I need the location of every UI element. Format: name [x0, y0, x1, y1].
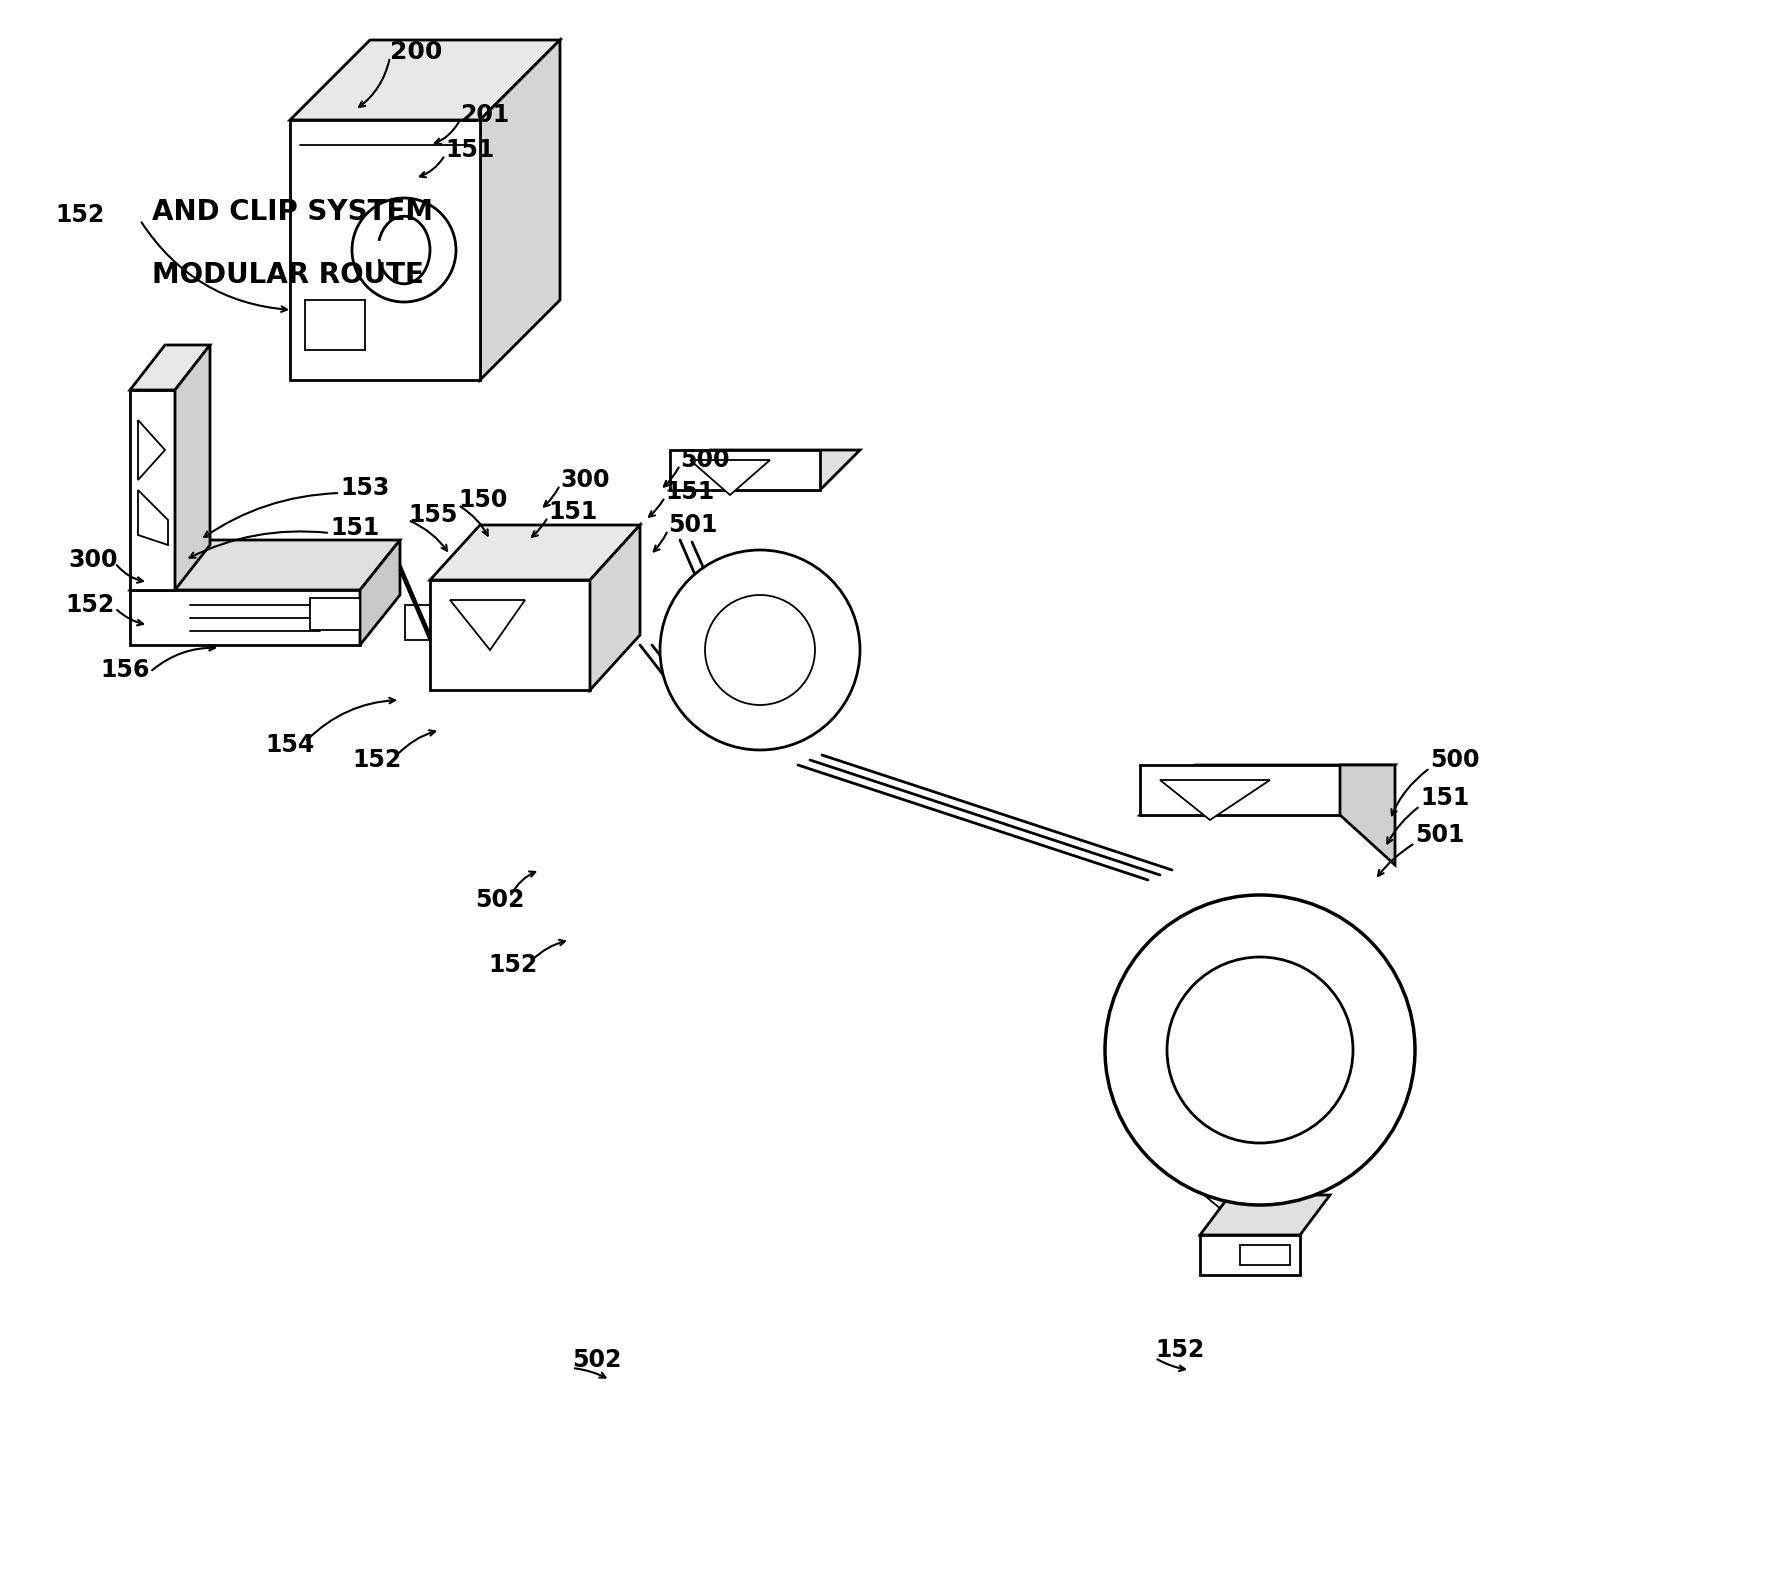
- Text: 501: 501: [668, 514, 718, 537]
- Polygon shape: [130, 540, 400, 591]
- Circle shape: [1167, 957, 1353, 1144]
- Polygon shape: [311, 599, 361, 630]
- Text: 502: 502: [475, 888, 525, 913]
- Text: 152: 152: [352, 748, 402, 771]
- Text: 151: 151: [330, 515, 378, 540]
- Polygon shape: [361, 540, 400, 646]
- Text: 152: 152: [487, 954, 537, 977]
- Text: 500: 500: [680, 448, 730, 471]
- Circle shape: [1105, 895, 1416, 1205]
- Text: 200: 200: [389, 39, 443, 64]
- Text: AND CLIP SYSTEM: AND CLIP SYSTEM: [152, 198, 432, 226]
- Polygon shape: [430, 525, 641, 580]
- Polygon shape: [669, 449, 819, 490]
- Polygon shape: [1241, 1244, 1291, 1265]
- Text: 154: 154: [264, 734, 314, 757]
- Text: MODULAR ROUTE: MODULAR ROUTE: [152, 261, 423, 289]
- Polygon shape: [130, 346, 211, 390]
- Text: 150: 150: [459, 489, 507, 512]
- Text: 201: 201: [461, 104, 509, 127]
- Text: 502: 502: [571, 1348, 621, 1371]
- Polygon shape: [430, 580, 591, 690]
- Text: 151: 151: [1421, 786, 1469, 811]
- Polygon shape: [175, 346, 211, 591]
- Text: 151: 151: [548, 500, 598, 525]
- Polygon shape: [691, 460, 769, 495]
- Text: 152: 152: [1155, 1338, 1205, 1362]
- Polygon shape: [480, 39, 560, 380]
- Polygon shape: [1200, 1196, 1330, 1235]
- Polygon shape: [305, 300, 364, 350]
- Text: 155: 155: [409, 503, 457, 526]
- Polygon shape: [137, 490, 168, 545]
- Text: 300: 300: [68, 548, 118, 572]
- Polygon shape: [1160, 779, 1269, 820]
- Text: 151: 151: [444, 138, 494, 162]
- Polygon shape: [591, 525, 641, 690]
- Text: 500: 500: [1430, 748, 1480, 771]
- Polygon shape: [1141, 765, 1341, 815]
- Circle shape: [352, 198, 455, 302]
- Polygon shape: [1341, 765, 1396, 866]
- Polygon shape: [1141, 765, 1396, 815]
- Text: 156: 156: [100, 658, 150, 682]
- Text: 153: 153: [339, 476, 389, 500]
- Text: 501: 501: [1416, 823, 1464, 847]
- Polygon shape: [450, 600, 525, 650]
- Text: 152: 152: [64, 592, 114, 617]
- Circle shape: [660, 550, 860, 749]
- Polygon shape: [405, 605, 430, 639]
- Polygon shape: [130, 390, 175, 591]
- Polygon shape: [1180, 1175, 1291, 1225]
- Polygon shape: [137, 419, 164, 481]
- Polygon shape: [1200, 1235, 1299, 1276]
- Polygon shape: [130, 591, 361, 646]
- Polygon shape: [289, 119, 480, 380]
- Polygon shape: [669, 449, 860, 490]
- Text: 300: 300: [560, 468, 609, 492]
- Polygon shape: [289, 39, 560, 119]
- Text: 151: 151: [666, 481, 714, 504]
- Text: 152: 152: [55, 203, 104, 226]
- Circle shape: [705, 595, 816, 705]
